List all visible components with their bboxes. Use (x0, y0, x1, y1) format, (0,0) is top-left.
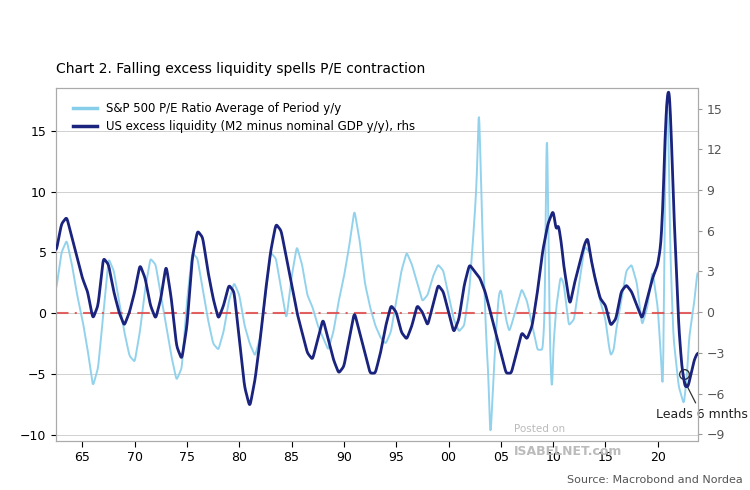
Text: Leads 6 mnths: Leads 6 mnths (656, 380, 748, 421)
Text: Posted on: Posted on (514, 424, 565, 434)
Legend: S&P 500 P/E Ratio Average of Period y/y, US excess liquidity (M2 minus nominal G: S&P 500 P/E Ratio Average of Period y/y,… (68, 98, 420, 138)
Text: Chart 2. Falling excess liquidity spells P/E contraction: Chart 2. Falling excess liquidity spells… (56, 62, 425, 76)
Text: Source: Macrobond and Nordea: Source: Macrobond and Nordea (567, 475, 742, 485)
Text: ISABELNET.com: ISABELNET.com (514, 445, 622, 458)
